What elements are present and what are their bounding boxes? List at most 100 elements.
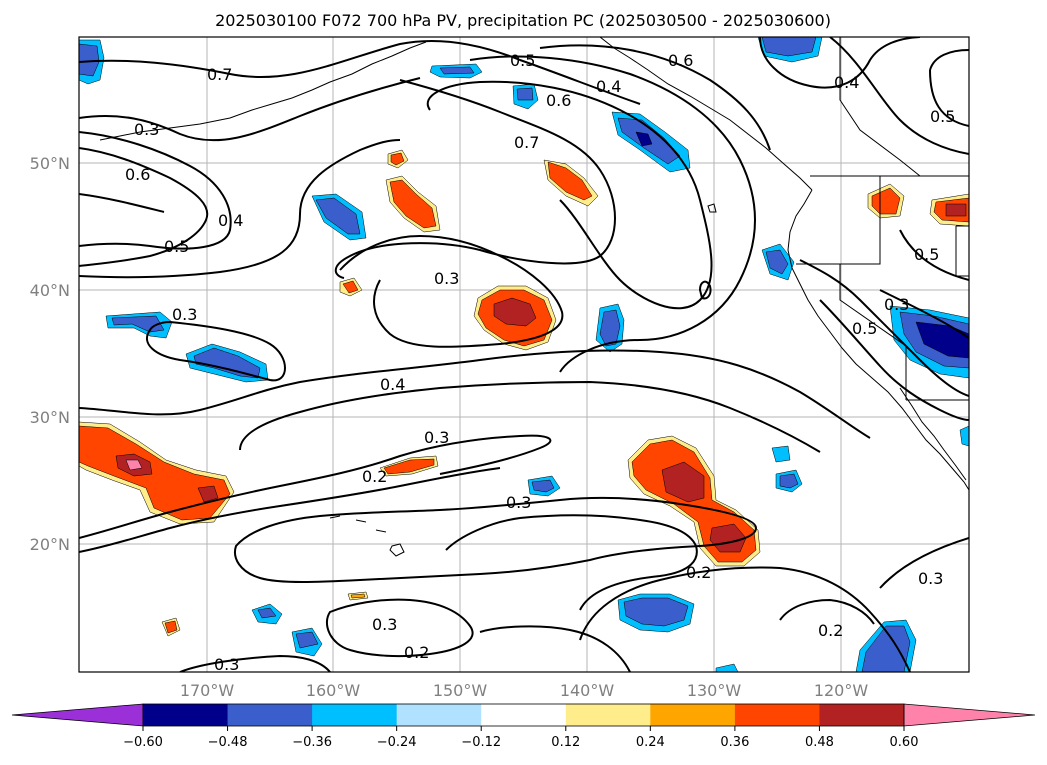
precip-area (164, 620, 178, 634)
colorbar-tick-label: 0.36 (720, 735, 749, 750)
contour-label: 0.5 (914, 245, 939, 264)
pv-contour (929, 49, 969, 127)
map-frame (78, 36, 970, 673)
pv-contour (799, 259, 969, 397)
pv-contour (79, 467, 501, 553)
border-states-1 (796, 176, 881, 265)
colorbar-over-triangle (903, 703, 1036, 727)
colorbar-tick-label: 0.48 (805, 735, 834, 750)
contour-label: 0.5 (510, 51, 535, 70)
contour-label: 0.7 (207, 65, 232, 84)
lon-label-150w: 150°W (433, 681, 488, 700)
precip-area (493, 297, 537, 327)
colorbar-tick-label: −0.48 (208, 735, 248, 750)
precip-negative-areas (79, 37, 969, 672)
contour-label: 0.5 (164, 237, 189, 256)
colorbar-bin (396, 704, 482, 726)
colorbar-tick-label: −0.12 (461, 735, 501, 750)
precip-area (779, 473, 799, 489)
contour-label: 0.4 (218, 211, 243, 230)
contour-label: 0.3 (424, 428, 449, 447)
precip-area (350, 593, 366, 599)
colorbar-bin (650, 704, 736, 726)
pv-contour (239, 380, 821, 453)
pv-contour (325, 598, 474, 658)
contour-label: 0.2 (362, 467, 387, 486)
pv-contour (79, 40, 641, 105)
colorbar-bin (565, 704, 651, 726)
precip-area (439, 66, 475, 75)
lon-label-140w: 140°W (560, 681, 615, 700)
pv-contours (79, 37, 969, 672)
longitude-labels: 170°W 160°W 150°W 140°W 130°W 120°W (180, 681, 869, 700)
pv-contour (179, 654, 331, 672)
contour-label: 0.2 (686, 563, 711, 582)
pv-contour (445, 514, 698, 611)
pv-contour (879, 537, 969, 589)
colorbar-tick-label: 0.60 (890, 735, 919, 750)
colorbar-tick-label: 0.12 (551, 735, 580, 750)
contour-label: 0.3 (918, 569, 943, 588)
precip-area (871, 187, 901, 215)
coastline-north-america (787, 189, 969, 491)
pv-contour (146, 320, 286, 382)
pv-contour (79, 193, 165, 213)
colorbar-bin (143, 704, 229, 726)
precip-area (315, 197, 361, 235)
pv-contour (469, 55, 756, 373)
contour-label: 0.5 (852, 319, 877, 338)
latitude-labels: 50°N 40°N 30°N 20°N (30, 154, 70, 554)
precip-area (125, 459, 143, 471)
gridlines (79, 37, 969, 672)
colorbar-bin (227, 704, 313, 726)
precip-area (516, 87, 534, 101)
precip-area (547, 161, 593, 201)
contour-label: 0.3 (434, 269, 459, 288)
precip-area (197, 485, 219, 503)
colorbar-bin (734, 704, 820, 726)
precip-area (959, 425, 969, 447)
colorbar-bin (481, 704, 567, 726)
precip-area (383, 458, 435, 475)
colorbar-tick-label: 0.24 (636, 735, 665, 750)
pv-contour (539, 44, 771, 151)
precip-area (599, 309, 621, 347)
lat-label-30n: 30°N (30, 408, 70, 427)
colorbar-tick-label: −0.60 (123, 735, 163, 750)
pv-contour (779, 598, 875, 625)
precip-area (623, 597, 689, 627)
precip-area (389, 179, 437, 229)
lon-label-130w: 130°W (687, 681, 742, 700)
contour-label: 0.2 (818, 621, 843, 640)
precip-positive-areas (79, 149, 969, 637)
figure-title: 2025030100 F072 700 hPa PV, precipitatio… (215, 11, 831, 30)
pv-contour (829, 37, 969, 155)
pv-contour (339, 234, 564, 348)
pv-contour (479, 625, 631, 672)
pv-contour (79, 434, 552, 539)
coastline-baja (899, 387, 967, 481)
pv-contour (899, 229, 969, 281)
colorbar-tick-label: −0.36 (292, 735, 332, 750)
precip-area (342, 280, 359, 294)
lon-label-170w: 170°W (180, 681, 235, 700)
pv-contour (579, 566, 911, 672)
contour-label: 0.3 (214, 655, 239, 674)
pv-contour (698, 280, 712, 300)
contour-label: 0.3 (134, 120, 159, 139)
precip-area (945, 203, 967, 217)
contour-label: 0.4 (834, 73, 859, 92)
pv-contour (79, 131, 232, 250)
precip-area (715, 663, 739, 672)
contour-label: 0.7 (514, 133, 539, 152)
border-canada-provinces (839, 37, 921, 177)
pv-contour (234, 496, 758, 583)
colorbar-under-triangle (11, 703, 144, 727)
precip-area (79, 43, 100, 77)
contour-label: 0.3 (372, 615, 397, 634)
coastline-hawaii (329, 515, 405, 557)
contour-label: 0.6 (546, 91, 571, 110)
contour-label: 0.3 (172, 305, 197, 324)
precip-area (390, 152, 405, 166)
contour-label: 0.6 (125, 165, 150, 184)
